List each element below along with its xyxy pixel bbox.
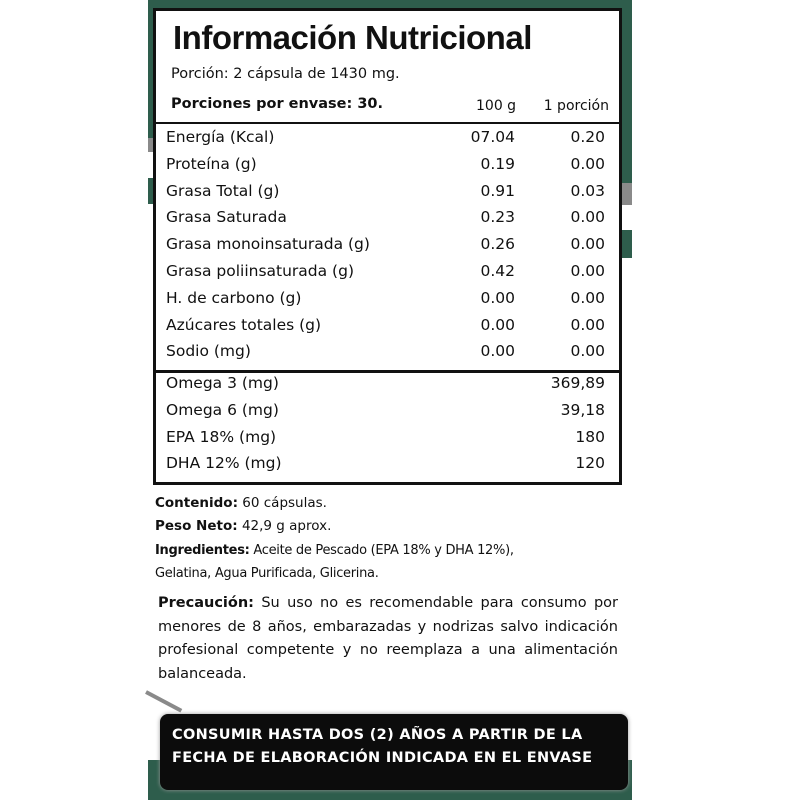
nutrient-label: Grasa monoinsaturada (g) bbox=[166, 235, 370, 254]
fatty-acid-label: Omega 6 (mg) bbox=[166, 400, 279, 419]
nutrient-label: Azúcares totales (g) bbox=[166, 315, 322, 334]
value-portion: 0.00 bbox=[570, 262, 605, 280]
nutrient-label: Grasa Saturada bbox=[166, 208, 287, 227]
ingredientes-line2: Gelatina, Agua Purificada, Glicerina. bbox=[155, 566, 379, 581]
value-100g: 0.42 bbox=[480, 262, 515, 280]
contenido: Contenido: 60 cápsulas. bbox=[155, 495, 327, 511]
nutrient-label: Grasa poliinsaturada (g) bbox=[166, 262, 354, 280]
green-strip-left bbox=[148, 0, 154, 138]
ingredientes: Ingredientes: Aceite de Pescado (EPA 18%… bbox=[155, 543, 514, 558]
value-portion: 0.00 bbox=[570, 208, 605, 227]
value-portion: 0.03 bbox=[570, 181, 605, 200]
green-strip-left-2 bbox=[148, 178, 154, 204]
fatty-acid-label: Omega 3 (mg) bbox=[166, 374, 279, 392]
value-portion: 0.00 bbox=[570, 315, 605, 334]
ingredientes-label: Ingredientes: bbox=[155, 543, 250, 558]
value-portion: 120 bbox=[575, 454, 605, 473]
column-header-100g: 100 g bbox=[476, 98, 517, 114]
value-100g: 0.91 bbox=[480, 181, 515, 200]
value-portion: 0.20 bbox=[570, 128, 605, 146]
title: Información Nutricional bbox=[173, 19, 532, 56]
nutrient-row: Grasa poliinsaturada (g) 0.42 0.00 bbox=[166, 262, 605, 288]
value-portion: 369,89 bbox=[550, 374, 605, 392]
value-100g: 0.19 bbox=[480, 154, 515, 173]
nutrition-table: Información Nutricional Porción: 2 cápsu… bbox=[153, 8, 622, 485]
precaucion: Precaución: Su uso no es recomendable pa… bbox=[158, 592, 618, 686]
contenido-label: Contenido: bbox=[155, 495, 238, 511]
value-portion: 0.00 bbox=[570, 288, 605, 307]
value-portion: 39,18 bbox=[560, 400, 605, 419]
column-header-portion: 1 porción bbox=[543, 98, 609, 114]
value-portion: 0.00 bbox=[570, 342, 605, 361]
value-100g: 0.23 bbox=[480, 208, 515, 227]
fatty-acid-row: EPA 18% (mg) 180 bbox=[166, 428, 605, 454]
nutrient-label: Energía (Kcal) bbox=[166, 128, 275, 146]
value-100g: 07.04 bbox=[470, 128, 515, 146]
nutrient-row: H. de carbono (g) 0.00 0.00 bbox=[166, 289, 605, 315]
nutrient-label: H. de carbono (g) bbox=[166, 288, 302, 307]
fatty-acid-row: Omega 6 (mg) 39,18 bbox=[166, 401, 605, 427]
nutrient-row: Sodio (mg) 0.00 0.00 bbox=[166, 342, 605, 368]
peso-value: 42,9 g aprox. bbox=[237, 518, 332, 534]
nutrient-row: Grasa Saturada 0.23 0.00 bbox=[166, 208, 605, 234]
fatty-acid-label: DHA 12% (mg) bbox=[166, 454, 282, 473]
ingredientes-value: Aceite de Pescado (EPA 18% y DHA 12%), bbox=[249, 543, 514, 558]
banner-line-1: CONSUMIR HASTA DOS (2) AÑOS A PARTIR DE … bbox=[172, 727, 583, 743]
banner-line-2: FECHA DE ELABORACIÓN INDICADA EN EL ENVA… bbox=[172, 750, 593, 766]
peso-label: Peso Neto: bbox=[155, 518, 238, 534]
value-portion: 180 bbox=[575, 427, 605, 446]
fatty-acid-row: Omega 3 (mg) 369,89 bbox=[166, 374, 605, 400]
value-100g: 0.26 bbox=[480, 235, 515, 254]
nutrient-row: Grasa monoinsaturada (g) 0.26 0.00 bbox=[166, 235, 605, 261]
nutrient-row: Azúcares totales (g) 0.00 0.00 bbox=[166, 316, 605, 342]
value-100g: 0.00 bbox=[480, 342, 515, 361]
servings-text: Porciones por envase: 30. bbox=[171, 96, 384, 112]
nutrient-label: Grasa Total (g) bbox=[166, 181, 280, 200]
value-100g: 0.00 bbox=[480, 315, 515, 334]
gray-diagonal bbox=[145, 690, 183, 713]
precaucion-label: Precaución: bbox=[158, 595, 254, 611]
divider bbox=[156, 370, 619, 373]
nutrient-row: Proteína (g) 0.19 0.00 bbox=[166, 155, 605, 181]
nutrient-row: Grasa Total (g) 0.91 0.03 bbox=[166, 182, 605, 208]
divider bbox=[156, 122, 619, 124]
value-portion: 0.00 bbox=[570, 154, 605, 173]
nutrient-row: Energía (Kcal) 07.04 0.20 bbox=[166, 128, 605, 154]
expiry-banner: CONSUMIR HASTA DOS (2) AÑOS A PARTIR DE … bbox=[160, 714, 628, 790]
portion-text: Porción: 2 cápsula de 1430 mg. bbox=[171, 66, 400, 82]
peso-neto: Peso Neto: 42,9 g aprox. bbox=[155, 518, 331, 534]
value-portion: 0.00 bbox=[570, 235, 605, 254]
gray-strip-left bbox=[148, 138, 154, 152]
value-100g: 0.00 bbox=[480, 288, 515, 307]
fatty-acid-label: EPA 18% (mg) bbox=[166, 427, 277, 446]
nutrient-label: Proteína (g) bbox=[166, 154, 257, 173]
precaucion-value: Su uso no es recomendable para consumo p… bbox=[158, 595, 618, 682]
fatty-acid-row: DHA 12% (mg) 120 bbox=[166, 454, 605, 480]
contenido-value: 60 cápsulas. bbox=[237, 495, 327, 511]
nutrient-label: Sodio (mg) bbox=[166, 342, 251, 361]
